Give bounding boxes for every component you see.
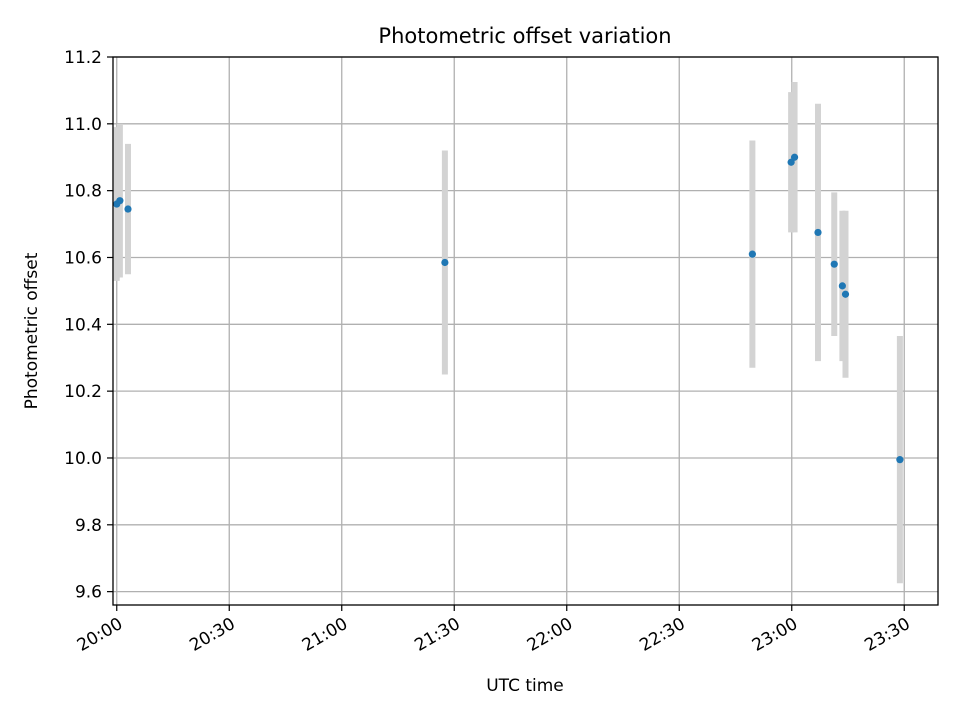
data-points bbox=[113, 153, 904, 464]
data-point bbox=[838, 282, 846, 290]
y-tick-label: 10.2 bbox=[64, 382, 102, 402]
data-point bbox=[814, 228, 822, 237]
y-tick-label: 10.8 bbox=[64, 182, 102, 202]
y-tick-label: 10.6 bbox=[64, 248, 102, 268]
data-point bbox=[790, 153, 799, 161]
data-point bbox=[830, 260, 838, 268]
data-point bbox=[441, 258, 449, 267]
data-point bbox=[896, 456, 904, 464]
y-axis-ticks: 9.6 9.8 10.0 10.2 10.4 10.6 10.8 11.0 11.2 bbox=[64, 48, 113, 603]
grid bbox=[113, 56, 938, 605]
plot-frame bbox=[112, 56, 939, 606]
chart-title: Photometric offset variation bbox=[378, 24, 671, 48]
y-tick-label: 11.0 bbox=[64, 115, 102, 135]
y-tick-label: 9.6 bbox=[75, 583, 102, 603]
x-axis-title: UTC time bbox=[486, 676, 564, 696]
y-tick-label: 10.0 bbox=[64, 449, 102, 469]
data-point bbox=[748, 250, 756, 258]
y-tick-label: 9.8 bbox=[75, 516, 102, 536]
data-point bbox=[124, 205, 132, 213]
data-point bbox=[787, 158, 795, 166]
data-point bbox=[116, 197, 124, 205]
y-tick-label: 11.2 bbox=[64, 48, 102, 68]
y-axis-title: Photometric offset bbox=[22, 252, 42, 409]
y-tick-label: 10.4 bbox=[64, 315, 102, 335]
data-point bbox=[841, 290, 850, 298]
